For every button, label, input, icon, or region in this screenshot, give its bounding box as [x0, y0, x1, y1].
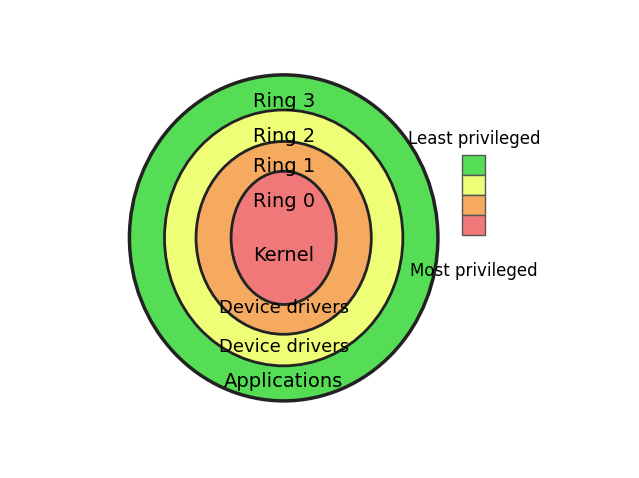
Text: Applications: Applications — [224, 372, 343, 391]
Text: Device drivers: Device drivers — [219, 299, 349, 317]
Text: Device drivers: Device drivers — [219, 337, 349, 356]
FancyBboxPatch shape — [463, 155, 485, 175]
FancyBboxPatch shape — [463, 195, 485, 215]
Ellipse shape — [130, 75, 438, 401]
Text: Least privileged: Least privileged — [408, 130, 540, 148]
Text: Ring 0: Ring 0 — [252, 192, 315, 211]
Text: Kernel: Kernel — [253, 246, 314, 265]
Text: Ring 3: Ring 3 — [252, 92, 315, 111]
FancyBboxPatch shape — [463, 175, 485, 195]
FancyBboxPatch shape — [463, 215, 485, 235]
Ellipse shape — [231, 171, 336, 304]
Text: Most privileged: Most privileged — [410, 262, 537, 281]
Ellipse shape — [164, 110, 403, 366]
Text: Ring 1: Ring 1 — [252, 156, 315, 175]
Text: Ring 2: Ring 2 — [252, 127, 315, 146]
Ellipse shape — [196, 141, 371, 334]
